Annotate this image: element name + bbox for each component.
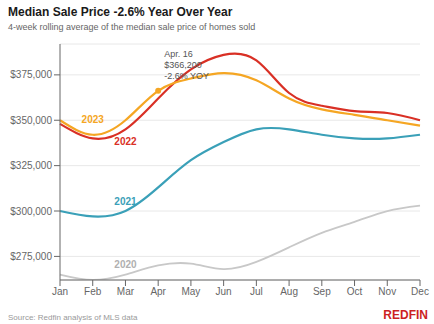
svg-text:Jun: Jun (216, 286, 232, 297)
svg-text:$325,000: $325,000 (10, 160, 52, 171)
svg-text:Jan: Jan (52, 286, 68, 297)
html-text:Source: Redfin analysis of MLS: Source: Redfin analysis of MLS data (8, 313, 138, 322)
svg-text:Nov: Nov (378, 286, 396, 297)
svg-text:Feb: Feb (84, 286, 102, 297)
svg-text:2020: 2020 (114, 259, 137, 270)
svg-text:Oct: Oct (347, 286, 363, 297)
svg-text:Jul: Jul (250, 286, 263, 297)
svg-text:2023: 2023 (82, 114, 105, 125)
svg-text:$375,000: $375,000 (10, 69, 52, 80)
html-text:Median Sale Price -2.6% Year O: Median Sale Price -2.6% Year Over Year (8, 5, 233, 19)
svg-text:$275,000: $275,000 (10, 251, 52, 262)
svg-text:May: May (181, 286, 200, 297)
svg-text:Mar: Mar (117, 286, 135, 297)
svg-text:Apr: Apr (150, 286, 166, 297)
svg-text:2021: 2021 (114, 196, 137, 207)
svg-text:Aug: Aug (280, 286, 298, 297)
svg-text:$350,000: $350,000 (10, 115, 52, 126)
svg-text:Sep: Sep (313, 286, 331, 297)
svg-text:$300,000: $300,000 (10, 206, 52, 217)
svg-text:2022: 2022 (114, 136, 137, 147)
svg-text:Apr. 16$366,200-2.6% YOY: Apr. 16$366,200-2.6% YOY (164, 49, 209, 81)
html-text:4-week rolling average of the: 4-week rolling average of the median sal… (8, 22, 256, 32)
html-text:REDFIN: REDFIN (383, 308, 428, 322)
svg-text:Dec: Dec (411, 286, 426, 297)
